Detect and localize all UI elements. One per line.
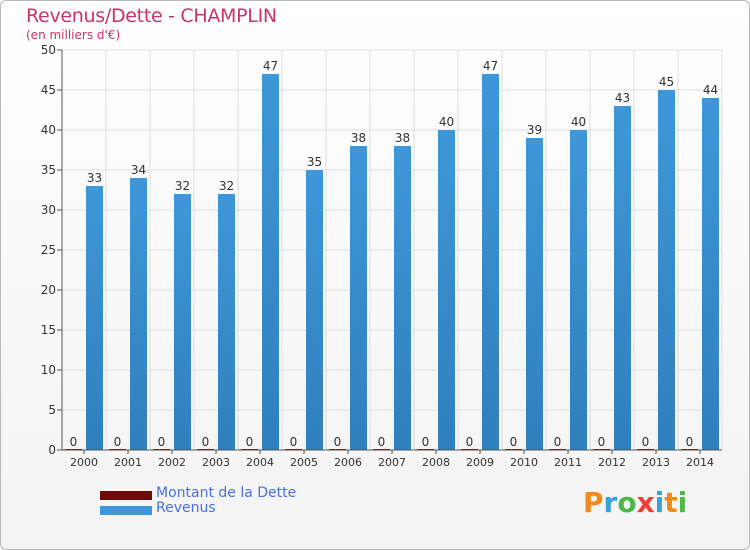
bar-revenus-2008 bbox=[438, 130, 455, 450]
data-label-revenus-2004: 47 bbox=[263, 59, 278, 73]
data-label-dette-2006: 0 bbox=[334, 435, 342, 449]
bar-revenus-2009 bbox=[482, 74, 499, 450]
bar-revenus-2007 bbox=[394, 146, 411, 450]
data-label-dette-2013: 0 bbox=[642, 435, 650, 449]
x-tick-label-2001: 2001 bbox=[114, 456, 142, 469]
x-tick-label-2009: 2009 bbox=[466, 456, 494, 469]
y-tick-label: 20 bbox=[41, 283, 56, 297]
x-tick-label-2008: 2008 bbox=[422, 456, 450, 469]
chart-title: Revenus/Dette - CHAMPLIN bbox=[26, 5, 277, 27]
logo-letter: r bbox=[603, 486, 618, 519]
y-tick-label: 30 bbox=[41, 203, 56, 217]
data-label-revenus-2006: 38 bbox=[351, 131, 366, 145]
x-tick-label-2006: 2006 bbox=[334, 456, 362, 469]
data-label-revenus-2007: 38 bbox=[395, 131, 410, 145]
logo-letter: o bbox=[617, 486, 637, 519]
data-label-dette-2004: 0 bbox=[246, 435, 254, 449]
data-label-dette-2011: 0 bbox=[554, 435, 562, 449]
x-tick-label-2011: 2011 bbox=[554, 456, 582, 469]
data-label-dette-2012: 0 bbox=[598, 435, 606, 449]
x-tick-label-2012: 2012 bbox=[598, 456, 626, 469]
data-label-dette-2001: 0 bbox=[114, 435, 122, 449]
data-label-revenus-2000: 33 bbox=[87, 171, 102, 185]
chart-subtitle: (en milliers d'€) bbox=[26, 28, 121, 42]
bar-revenus-2013 bbox=[658, 90, 675, 450]
y-tick-label: 10 bbox=[41, 363, 56, 377]
data-label-revenus-2009: 47 bbox=[483, 59, 498, 73]
bar-revenus-2002 bbox=[174, 194, 191, 450]
data-label-dette-2002: 0 bbox=[158, 435, 166, 449]
data-label-revenus-2010: 39 bbox=[527, 123, 542, 137]
data-label-dette-2008: 0 bbox=[422, 435, 430, 449]
data-label-revenus-2005: 35 bbox=[307, 155, 322, 169]
x-tick-label-2013: 2013 bbox=[642, 456, 670, 469]
x-tick-label-2002: 2002 bbox=[158, 456, 186, 469]
bar-revenus-2001 bbox=[130, 178, 147, 450]
data-label-dette-2014: 0 bbox=[686, 435, 694, 449]
logo-letter: i bbox=[654, 486, 665, 519]
legend-swatch-dette bbox=[100, 491, 152, 500]
bar-revenus-2010 bbox=[526, 138, 543, 450]
data-label-revenus-2003: 32 bbox=[219, 179, 234, 193]
x-tick-label-2000: 2000 bbox=[70, 456, 98, 469]
data-label-revenus-2013: 45 bbox=[659, 75, 674, 89]
data-label-revenus-2001: 34 bbox=[131, 163, 146, 177]
bar-layer bbox=[65, 74, 719, 450]
x-tick-label-2010: 2010 bbox=[510, 456, 538, 469]
grid-layer bbox=[61, 49, 723, 451]
bar-revenus-2005 bbox=[306, 170, 323, 450]
y-tick-label: 25 bbox=[41, 243, 56, 257]
y-tick-label: 15 bbox=[41, 323, 56, 337]
logo-letter: i bbox=[677, 486, 688, 519]
data-label-dette-2009: 0 bbox=[466, 435, 474, 449]
data-label-revenus-2014: 44 bbox=[703, 83, 718, 97]
proxiti-logo: Proxiti bbox=[583, 486, 687, 519]
y-tick-label: 45 bbox=[41, 83, 56, 97]
data-label-revenus-2002: 32 bbox=[175, 179, 190, 193]
y-tick-label: 0 bbox=[48, 443, 56, 457]
legend-label-revenus: Revenus bbox=[156, 500, 216, 516]
bar-revenus-2012 bbox=[614, 106, 631, 450]
data-label-dette-2005: 0 bbox=[290, 435, 298, 449]
x-tick-label-2004: 2004 bbox=[246, 456, 274, 469]
y-tick-label: 50 bbox=[41, 43, 56, 57]
logo-letter: P bbox=[583, 486, 604, 519]
x-tick-label-2014: 2014 bbox=[686, 456, 714, 469]
axis-layer bbox=[57, 49, 722, 454]
bar-revenus-2000 bbox=[86, 186, 103, 450]
x-tick-label-2003: 2003 bbox=[202, 456, 230, 469]
legend-swatch-revenus bbox=[100, 506, 152, 515]
data-label-dette-2000: 0 bbox=[70, 435, 78, 449]
data-label-revenus-2012: 43 bbox=[615, 91, 630, 105]
bar-revenus-2011 bbox=[570, 130, 587, 450]
legend-label-dette: Montant de la Dette bbox=[156, 485, 297, 501]
y-tick-label: 5 bbox=[48, 403, 56, 417]
label-layer: 0 5 10 15 20 25 30 35 40 45 50 0 33 2000 0 34 2001 0 32 200… bbox=[41, 43, 718, 469]
bar-revenus-2003 bbox=[218, 194, 235, 450]
bar-revenus-2006 bbox=[350, 146, 367, 450]
data-label-revenus-2008: 40 bbox=[439, 115, 454, 129]
bar-revenus-2014 bbox=[702, 98, 719, 450]
data-label-dette-2007: 0 bbox=[378, 435, 386, 449]
x-tick-label-2005: 2005 bbox=[290, 456, 318, 469]
logo-letter: x bbox=[636, 486, 655, 519]
data-label-dette-2010: 0 bbox=[510, 435, 518, 449]
logo-letter: t bbox=[664, 486, 678, 519]
y-tick-label: 40 bbox=[41, 123, 56, 137]
data-label-revenus-2011: 40 bbox=[571, 115, 586, 129]
bar-revenus-2004 bbox=[262, 74, 279, 450]
y-tick-label: 35 bbox=[41, 163, 56, 177]
data-label-dette-2003: 0 bbox=[202, 435, 210, 449]
x-tick-label-2007: 2007 bbox=[378, 456, 406, 469]
